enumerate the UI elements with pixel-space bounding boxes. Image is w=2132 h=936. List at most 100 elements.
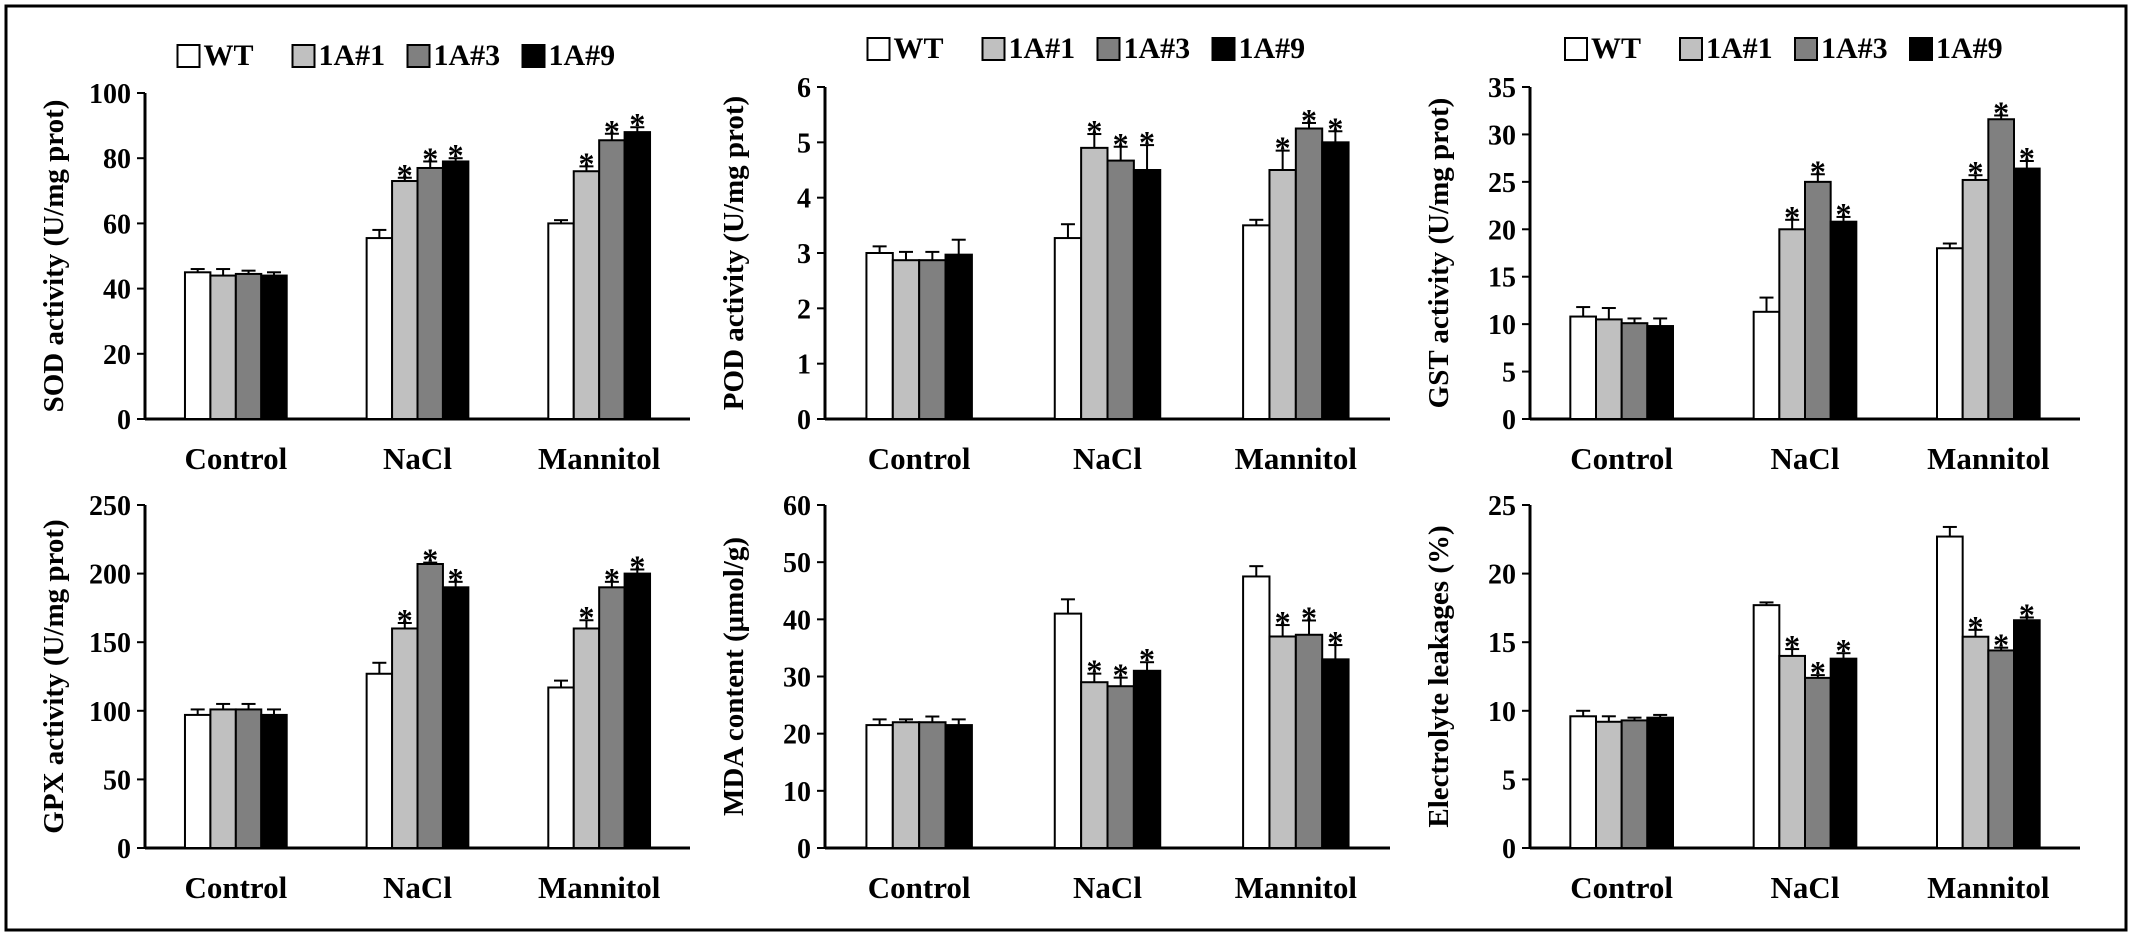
x-category-label: Mannitol — [538, 441, 661, 476]
y-tick-label: 50 — [783, 548, 811, 579]
bar-1A9-mannitol — [623, 572, 652, 849]
significance-star: * — [1810, 654, 1826, 690]
x-category-label: Control — [184, 441, 287, 476]
chart-panel-2: 0 1 2 3 4 5 6 POD activity (U/mg prot) Control Na… — [718, 32, 1390, 476]
y-tick-label: 20 — [1488, 560, 1516, 591]
bar-1A9-control — [1646, 716, 1675, 849]
bar-1A9-nacl — [441, 586, 470, 849]
legend-swatch — [406, 44, 431, 68]
chart-panel-1: 0 20 40 60 80 100 SOD activity (U/mg prot) Cont… — [38, 39, 690, 476]
y-tick-label: 60 — [103, 209, 131, 240]
bar-1A9-control — [1646, 325, 1675, 421]
y-tick-label: 20 — [1488, 215, 1516, 246]
y-tick-label: 5 — [797, 128, 811, 159]
x-category-label: Mannitol — [1235, 870, 1358, 905]
y-tick-label: 250 — [89, 491, 131, 522]
bar-1A1-mannitol — [572, 170, 601, 420]
bar-1A3-mannitol — [598, 139, 626, 421]
y-tick-label: 0 — [1502, 405, 1516, 436]
y-tick-label: 35 — [1488, 73, 1516, 104]
y-tick-label: 5 — [1502, 358, 1516, 389]
legend-swatch — [1909, 37, 1933, 61]
chart-panel-3: 0 5 10 15 20 25 30 35 GST activity (U/mg prot) Co… — [1423, 32, 2080, 476]
x-category-label: Mannitol — [1927, 441, 2050, 476]
x-category-label: NaCl — [1771, 441, 1840, 476]
significance-star: * — [2019, 597, 2035, 633]
legend-label: WT — [894, 32, 944, 65]
significance-star: * — [1784, 199, 1800, 235]
bar-1A3-nacl — [1804, 180, 1832, 420]
bar-WT-mannitol — [547, 686, 575, 850]
y-axis-title: Electrolyte leakages (%) — [1423, 525, 1455, 827]
chart-panel-6: 0 5 10 15 20 25 Electrolyte leakages (%) Contro… — [1423, 491, 2080, 905]
significance-star: * — [578, 599, 594, 635]
bar-WT-mannitol — [1242, 224, 1271, 420]
y-tick-label: 0 — [797, 405, 811, 436]
significance-star: * — [1968, 154, 1984, 190]
significance-star: * — [422, 542, 438, 578]
bar-1A1-nacl — [1080, 146, 1109, 420]
bar-1A1-mannitol — [1961, 178, 1990, 420]
significance-star: * — [1836, 196, 1852, 232]
significance-star: * — [1275, 604, 1291, 640]
y-axis-title: POD activity (U/mg prot) — [718, 96, 750, 410]
legend-swatch — [521, 44, 546, 68]
bar-1A1-mannitol — [1268, 635, 1297, 849]
bar-1A1-control — [1595, 318, 1623, 420]
bar-WT-control — [1569, 715, 1598, 850]
x-category-label: NaCl — [383, 441, 452, 476]
legend: WT 1A#1 1A#3 1A#9 — [866, 32, 1305, 65]
significance-star: * — [1327, 110, 1343, 146]
bar-WT-nacl — [1752, 310, 1781, 420]
y-tick-label: 60 — [783, 491, 811, 522]
bar-1A9-control — [260, 274, 288, 420]
y-tick-label: 25 — [1488, 491, 1516, 522]
significance-star: * — [604, 113, 620, 149]
significance-star: * — [578, 145, 594, 181]
y-tick-label: 1 — [797, 350, 811, 381]
significance-star: * — [397, 157, 413, 193]
y-axis-title: GST activity (U/mg prot) — [1423, 98, 1455, 409]
x-category-label: Mannitol — [1235, 441, 1358, 476]
x-category-label: Control — [868, 441, 971, 476]
x-category-label: NaCl — [1771, 870, 1840, 905]
x-category-label: Control — [868, 870, 971, 905]
bar-WT-control — [183, 271, 212, 420]
significance-star: * — [422, 140, 438, 176]
bar-WT-nacl — [1752, 604, 1781, 849]
bar-WT-mannitol — [1242, 575, 1271, 849]
significance-star: * — [1836, 632, 1852, 668]
x-category-label: Control — [184, 870, 287, 905]
y-tick-label: 40 — [103, 275, 131, 306]
bar-WT-mannitol — [1936, 535, 1964, 850]
bar-1A1-control — [209, 708, 237, 849]
legend-label: 1A#9 — [549, 39, 616, 72]
significance-star: * — [1968, 609, 1984, 645]
bar-1A1-mannitol — [1268, 169, 1297, 420]
y-tick-label: 80 — [103, 144, 131, 175]
y-tick-label: 0 — [117, 834, 131, 865]
bar-WT-nacl — [1053, 612, 1083, 849]
y-tick-label: 20 — [103, 340, 131, 371]
bar-1A1-control — [891, 259, 921, 420]
bar-1A1-mannitol — [572, 627, 601, 849]
bar-1A9-nacl — [1829, 657, 1858, 849]
significance-star: * — [1086, 113, 1102, 149]
y-tick-label: 30 — [783, 663, 811, 694]
significance-star: * — [604, 561, 620, 597]
bar-1A9-mannitol — [2013, 167, 2041, 420]
significance-star: * — [1139, 124, 1155, 160]
bar-1A9-nacl — [1132, 669, 1162, 849]
legend-swatch — [1564, 37, 1588, 61]
y-tick-label: 5 — [1502, 765, 1516, 796]
legend-swatch — [176, 44, 201, 68]
y-tick-label: 10 — [1488, 697, 1516, 728]
bar-1A3-mannitol — [1294, 633, 1324, 849]
y-tick-label: 4 — [797, 184, 811, 215]
bar-WT-control — [865, 252, 894, 420]
bar-1A1-nacl — [1778, 654, 1807, 849]
bar-1A9-control — [260, 713, 288, 850]
bar-1A3-nacl — [416, 562, 444, 849]
y-tick-label: 0 — [117, 405, 131, 436]
significance-star: * — [1993, 627, 2009, 663]
